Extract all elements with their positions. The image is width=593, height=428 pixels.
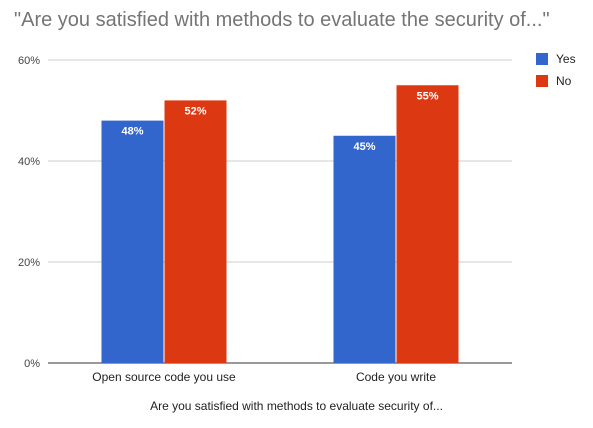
legend: Yes No [536,52,576,88]
x-tick-label: Code you write [356,370,436,384]
x-axis-ticks: Open source code you use Code you write [92,370,436,384]
bar-yes-2 [333,135,396,363]
bar-no-1 [164,100,227,364]
data-label: 45% [353,141,375,153]
y-axis-ticks: 0% 20% 40% 60% [18,55,40,370]
legend-label-yes: Yes [556,52,576,66]
legend-label-no: No [556,74,572,88]
chart-title: "Are you satisfied with methods to evalu… [14,9,550,31]
y-tick-label: 60% [18,55,40,67]
bar-yes-1 [101,120,164,363]
legend-swatch-yes [536,53,548,65]
legend-swatch-no [536,75,548,87]
data-label: 48% [121,126,143,138]
y-tick-label: 0% [24,358,40,370]
bar-no-2 [396,85,459,363]
y-tick-label: 40% [18,156,40,168]
y-tick-label: 20% [18,257,40,269]
data-label: 55% [416,90,438,102]
bars: 48% 52% 45% 55% [101,85,459,364]
x-tick-label: Open source code you use [92,370,236,384]
data-label: 52% [184,105,206,117]
x-axis-title: Are you satisfied with methods to evalua… [150,399,443,413]
